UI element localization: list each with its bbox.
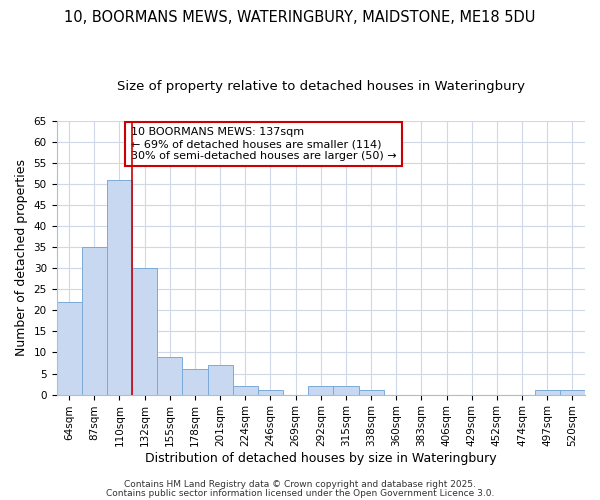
Bar — [359, 390, 383, 394]
Text: 10 BOORMANS MEWS: 137sqm
← 69% of detached houses are smaller (114)
30% of semi-: 10 BOORMANS MEWS: 137sqm ← 69% of detach… — [131, 128, 396, 160]
Text: 10, BOORMANS MEWS, WATERINGBURY, MAIDSTONE, ME18 5DU: 10, BOORMANS MEWS, WATERINGBURY, MAIDSTO… — [64, 10, 536, 25]
Text: Contains HM Land Registry data © Crown copyright and database right 2025.: Contains HM Land Registry data © Crown c… — [124, 480, 476, 489]
Text: Contains public sector information licensed under the Open Government Licence 3.: Contains public sector information licen… — [106, 488, 494, 498]
X-axis label: Distribution of detached houses by size in Wateringbury: Distribution of detached houses by size … — [145, 452, 497, 465]
Bar — [208, 365, 233, 394]
Bar — [82, 247, 107, 394]
Bar — [132, 268, 157, 394]
Bar — [258, 390, 283, 394]
Y-axis label: Number of detached properties: Number of detached properties — [15, 159, 28, 356]
Title: Size of property relative to detached houses in Wateringbury: Size of property relative to detached ho… — [117, 80, 525, 93]
Bar — [560, 390, 585, 394]
Bar — [535, 390, 560, 394]
Bar — [334, 386, 359, 394]
Bar — [308, 386, 334, 394]
Bar — [157, 356, 182, 395]
Bar — [56, 302, 82, 394]
Bar — [107, 180, 132, 394]
Bar — [182, 370, 208, 394]
Bar — [233, 386, 258, 394]
